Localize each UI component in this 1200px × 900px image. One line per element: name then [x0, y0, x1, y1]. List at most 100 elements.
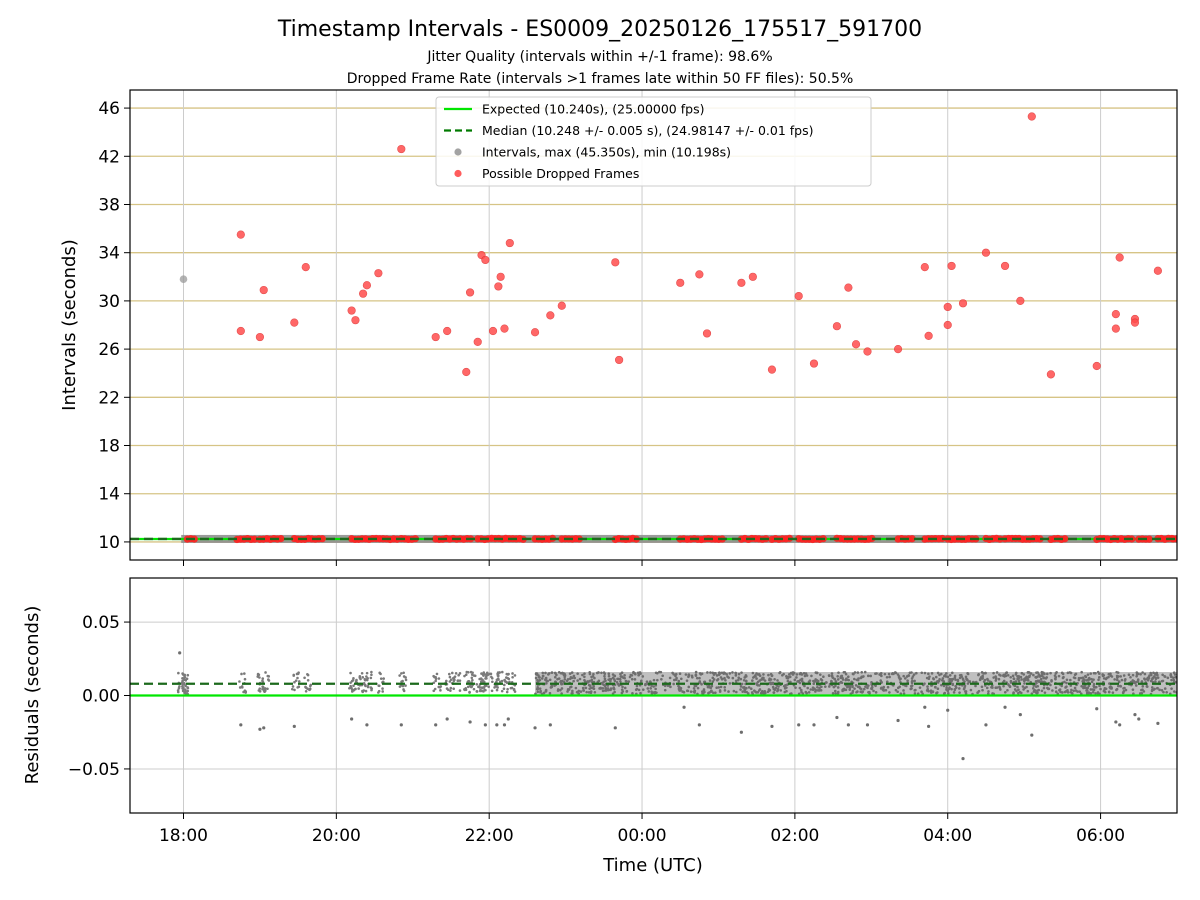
- dropped-band-11: [676, 534, 726, 544]
- residual-point: [1145, 677, 1149, 681]
- residual-point: [1172, 678, 1176, 682]
- residual-point: [1065, 685, 1068, 688]
- residual-point: [348, 686, 351, 690]
- residual-point: [608, 677, 612, 681]
- residual-point: [804, 690, 808, 694]
- residual-point: [1057, 674, 1061, 678]
- residual-point: [743, 676, 747, 679]
- residual-point: [553, 684, 556, 687]
- residual-point: [1132, 692, 1135, 696]
- residual-point: [379, 677, 383, 680]
- residual-point: [1094, 686, 1097, 689]
- residual-point: [548, 678, 552, 682]
- residual-point: [1102, 674, 1106, 677]
- residual-point: [650, 690, 653, 694]
- residual-point: [432, 674, 435, 678]
- residual-point: [1014, 671, 1018, 675]
- residual-point: [1150, 686, 1154, 689]
- residual-point: [803, 684, 806, 688]
- residual-point: [830, 680, 833, 684]
- residual-point: [964, 690, 967, 693]
- residual-point: [1034, 685, 1038, 688]
- residual-point: [709, 671, 712, 674]
- residual-point: [563, 675, 567, 679]
- interval-point: [179, 275, 188, 284]
- dropped-frame-point: [981, 248, 991, 257]
- residual-point: [981, 688, 984, 692]
- residual-point: [902, 689, 905, 692]
- residual-point: [1025, 685, 1028, 689]
- residual-point: [994, 679, 998, 682]
- residual-point: [471, 678, 474, 682]
- residual-point: [1134, 684, 1138, 687]
- residual-point: [678, 672, 682, 676]
- residual-point: [1102, 677, 1106, 680]
- residual-point: [798, 681, 802, 685]
- residual-point: [512, 687, 516, 691]
- residual-point: [659, 670, 663, 674]
- residual-point: [1006, 673, 1010, 677]
- residual-point: [490, 689, 494, 693]
- residual-point: [759, 691, 763, 695]
- legend-swatch-dot: [454, 148, 462, 156]
- residual-point: [736, 678, 740, 682]
- residual-point: [589, 690, 593, 693]
- residual-point: [486, 673, 490, 677]
- residual-point: [770, 674, 774, 677]
- residual-point: [998, 686, 1002, 690]
- residual-point: [766, 690, 770, 694]
- residual-point: [734, 679, 738, 683]
- residual-point: [728, 672, 732, 675]
- residual-point: [869, 674, 872, 678]
- residual-point: [712, 678, 716, 681]
- x-axis-label: Time (UTC): [602, 855, 703, 876]
- residual-point: [768, 678, 771, 682]
- residual-point: [1096, 670, 1100, 674]
- residual-point: [261, 679, 264, 683]
- residual-point: [266, 687, 269, 691]
- residual-outlier: [292, 724, 296, 728]
- residual-point: [619, 680, 622, 683]
- residual-point: [365, 678, 369, 682]
- residual-point: [358, 674, 362, 678]
- residual-point: [761, 676, 764, 680]
- residual-point: [1064, 690, 1068, 693]
- residual-point: [836, 690, 840, 694]
- residual-point: [861, 690, 865, 693]
- residual-outlier: [682, 705, 686, 709]
- residual-point: [553, 675, 557, 679]
- residual-point: [795, 673, 799, 676]
- residual-point: [484, 677, 487, 680]
- residual-point: [623, 674, 626, 677]
- residual-outlier: [846, 723, 850, 727]
- residual-point: [593, 676, 596, 680]
- residual-point: [685, 679, 689, 682]
- residual-point: [1020, 678, 1023, 681]
- residual-point: [977, 673, 980, 677]
- residual-point: [183, 675, 186, 679]
- residual-point: [1156, 673, 1159, 677]
- residual-point: [534, 676, 538, 680]
- residual-point: [778, 671, 781, 675]
- residual-point: [844, 672, 848, 676]
- residual-point: [995, 686, 999, 689]
- residual-point: [536, 678, 539, 682]
- residual-point: [1027, 675, 1031, 678]
- residual-point: [471, 671, 474, 674]
- residual-point: [902, 674, 905, 678]
- residual-point: [182, 687, 185, 691]
- residual-point: [294, 679, 298, 682]
- residual-point: [470, 676, 474, 680]
- residual-point: [349, 671, 352, 675]
- residual-point: [584, 686, 588, 690]
- residual-point: [635, 684, 639, 688]
- residual-point: [878, 673, 881, 676]
- residual-point: [439, 689, 442, 692]
- residual-outlier: [262, 726, 266, 730]
- residual-point: [690, 674, 694, 678]
- dropped-frame-point: [462, 367, 471, 377]
- residual-point: [566, 688, 570, 691]
- residual-point: [1038, 675, 1042, 678]
- residual-outlier: [399, 723, 403, 727]
- residual-point: [776, 689, 779, 693]
